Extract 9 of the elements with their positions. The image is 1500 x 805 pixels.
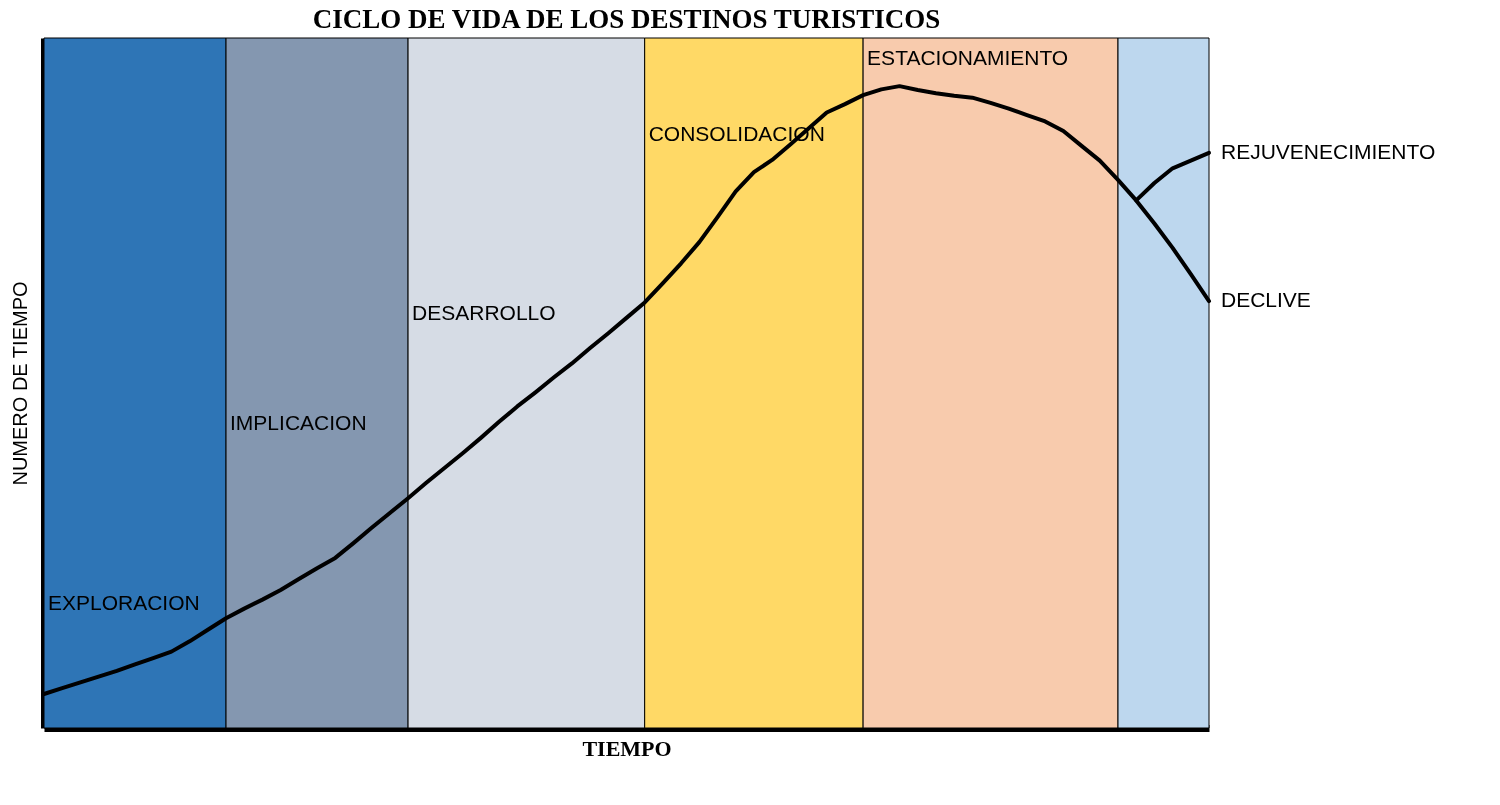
series-label: DECLIVE xyxy=(1221,288,1311,312)
text: ESTACIONAMIENTO xyxy=(867,45,1069,69)
chart-title: CICLO DE VIDA DE LOS DESTINOS TURISTICOS xyxy=(312,3,941,34)
annotation: DESARROLLO xyxy=(412,301,556,324)
annotation: EXPLORACION xyxy=(48,590,200,614)
annotation: IMPLICACION xyxy=(230,411,367,435)
series-label: REJUVENECIMIENTO xyxy=(1221,139,1436,163)
x-axis-title: TIEMPO xyxy=(582,735,672,761)
y-axis-title: NUMERO DE TIEMPO xyxy=(8,281,31,486)
